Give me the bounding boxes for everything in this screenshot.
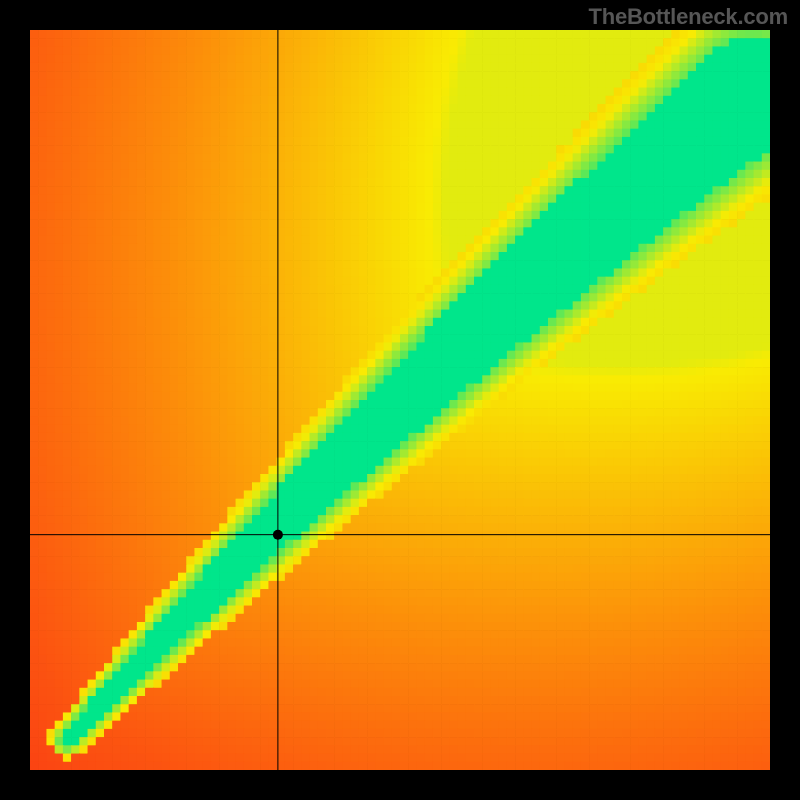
bottleneck-heatmap xyxy=(0,0,800,800)
watermark-text: TheBottleneck.com xyxy=(588,4,788,30)
